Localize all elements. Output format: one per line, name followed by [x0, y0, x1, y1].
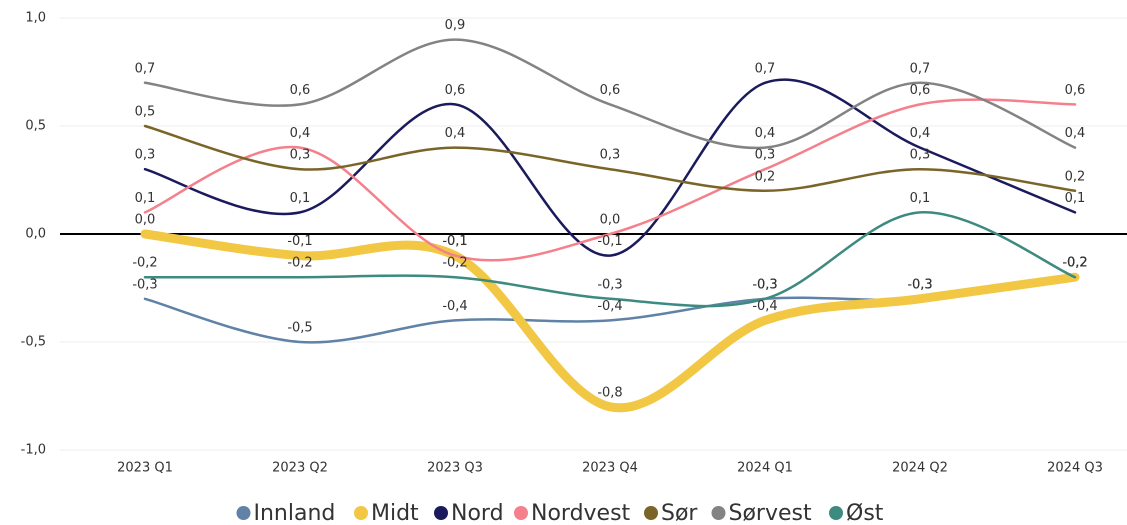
- data-label: 0,7: [755, 61, 776, 76]
- data-label: 0,6: [910, 83, 931, 98]
- y-tick-label: -1,0: [21, 443, 46, 458]
- data-label: -0,2: [1062, 256, 1087, 271]
- data-label: -0,1: [597, 234, 622, 249]
- data-label: -0,1: [287, 234, 312, 249]
- data-label: 0,1: [910, 191, 931, 206]
- data-label: 0,2: [1065, 169, 1086, 184]
- data-label: -0,2: [132, 256, 157, 271]
- data-label: -0,4: [442, 299, 467, 314]
- data-label: 0,3: [755, 148, 776, 163]
- data-label: -0,4: [597, 299, 622, 314]
- data-label: 0,6: [445, 83, 466, 98]
- data-label: 0,1: [135, 191, 156, 206]
- series-line: [143, 124, 1077, 193]
- series-line: [140, 229, 1080, 413]
- data-label: -0,3: [752, 277, 777, 292]
- data-label: -0,1: [442, 234, 467, 249]
- data-label: 0,6: [600, 83, 621, 98]
- data-label: 0,0: [600, 213, 621, 228]
- data-label: 0,4: [1065, 126, 1086, 141]
- legend-marker: [434, 506, 448, 520]
- data-label: -0,5: [287, 321, 312, 336]
- legend-marker: [514, 506, 528, 520]
- x-tick-label: 2023 Q1: [117, 461, 173, 476]
- legend-marker: [711, 506, 726, 520]
- data-label: 0,1: [290, 191, 311, 206]
- data-label: 0,2: [755, 169, 776, 184]
- legend-marker: [354, 506, 368, 520]
- data-label: 0,5: [135, 105, 156, 120]
- legend-label: Sør: [661, 501, 698, 525]
- series-line: [143, 38, 1077, 150]
- data-label: 0,0: [135, 213, 156, 228]
- x-tick-label: 2024 Q2: [892, 461, 948, 476]
- data-label: -0,3: [132, 277, 157, 292]
- data-label: 0,9: [445, 18, 466, 33]
- legend-marker: [236, 506, 251, 520]
- data-label: 0,3: [135, 148, 156, 163]
- legend-label: Innland: [254, 501, 336, 525]
- x-tick-label: 2023 Q4: [582, 461, 638, 476]
- data-label: 0,4: [910, 126, 931, 141]
- data-label: -0,3: [752, 277, 777, 292]
- data-label: -0,8: [597, 385, 622, 400]
- y-tick-label: 1,0: [25, 11, 46, 26]
- data-label: -0,4: [752, 299, 777, 314]
- data-label: 0,3: [290, 148, 311, 163]
- data-label: 0,7: [135, 61, 156, 76]
- data-label: -0,3: [907, 277, 932, 292]
- x-tick-label: 2024 Q3: [1047, 461, 1103, 476]
- data-label: -0,3: [907, 277, 932, 292]
- data-label: 0,4: [755, 126, 776, 141]
- legend-marker: [644, 506, 658, 520]
- series-line: [143, 98, 1077, 262]
- data-label: 0,6: [1065, 83, 1086, 98]
- x-tick-label: 2024 Q1: [737, 461, 793, 476]
- y-tick-label: -0,5: [21, 335, 46, 350]
- data-label: -0,3: [597, 277, 622, 292]
- series-line: [143, 78, 1077, 257]
- data-label: -0,2: [1062, 256, 1087, 271]
- legend-label: Øst: [846, 501, 884, 525]
- legend-label: Sørvest: [729, 501, 812, 525]
- data-label: 0,1: [1065, 191, 1086, 206]
- data-label: 0,6: [290, 83, 311, 98]
- data-label: 0,3: [600, 148, 621, 163]
- data-label: -0,2: [1062, 256, 1087, 271]
- data-label: -0,2: [287, 256, 312, 271]
- legend-marker: [829, 506, 843, 520]
- data-label: 0,4: [445, 126, 466, 141]
- x-tick-label: 2023 Q2: [272, 461, 328, 476]
- data-label: 0,4: [290, 126, 311, 141]
- x-tick-label: 2023 Q3: [427, 461, 483, 476]
- legend-label: Nordvest: [531, 501, 631, 525]
- y-tick-label: 0,0: [25, 227, 46, 242]
- y-tick-label: 0,5: [25, 119, 46, 134]
- data-label: 0,7: [910, 61, 931, 76]
- legend-label: Nord: [451, 501, 504, 525]
- series-line: [143, 211, 1077, 308]
- data-label: 0,3: [910, 148, 931, 163]
- legend-label: Midt: [371, 501, 419, 525]
- data-label: -0,1: [442, 234, 467, 249]
- data-label: -0,2: [442, 256, 467, 271]
